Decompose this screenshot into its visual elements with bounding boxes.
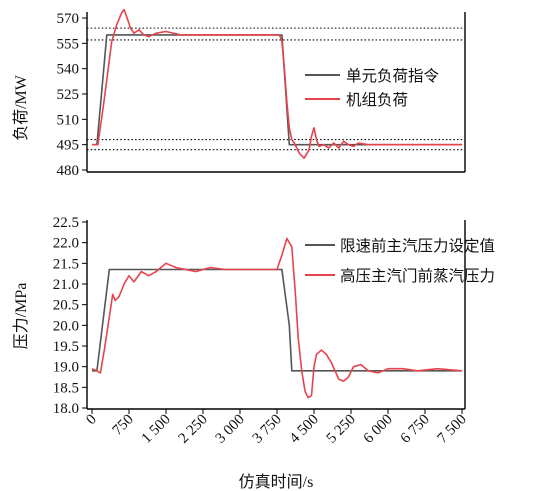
legend-label: 高压主汽门前蒸汽压力 — [340, 267, 495, 285]
x-tick-label: 1 500 — [139, 412, 174, 447]
y-axis-title: 压力/MPa — [12, 283, 30, 350]
x-tick-label: 4 500 — [287, 412, 322, 447]
y-tick-label: 21.5 — [53, 256, 79, 272]
y-tick-label: 18.0 — [53, 401, 79, 417]
x-tick-label: 3 750 — [250, 412, 285, 447]
x-tick-label: 750 — [110, 412, 137, 439]
y-axis-title: 负荷/MW — [12, 74, 30, 141]
x-tick-label: 5 250 — [324, 412, 359, 447]
legend-label: 限速前主汽压力设定值 — [340, 237, 495, 255]
y-axis-ticks: 480 495 510 525 540 555 570 — [57, 11, 87, 179]
legend-label: 机组负荷 — [346, 91, 408, 109]
series-line — [92, 268, 462, 372]
y-tick-label: 22.0 — [53, 236, 79, 252]
y-tick-label: 570 — [57, 11, 80, 27]
x-axis-title: 仿真时间/s — [239, 473, 314, 491]
y-tick-label: 540 — [57, 62, 80, 78]
pressure-chart: 18.0 18.5 19.0 19.5 20.0 20.5 21.0 21.5 22.0 22.5… — [12, 215, 495, 491]
y-tick-label: 19.0 — [53, 360, 79, 376]
x-tick-label: 7 500 — [435, 412, 470, 447]
x-tick-label: 3 000 — [213, 412, 248, 447]
legend-label: 单元负荷指令 — [346, 67, 440, 85]
y-tick-label: 19.5 — [53, 339, 79, 355]
series-group — [91, 237, 463, 399]
y-tick-label: 495 — [57, 138, 80, 154]
x-tick-label: 6 750 — [398, 412, 433, 447]
series-line — [92, 8, 462, 159]
x-tick-label: 2 250 — [176, 412, 211, 447]
series-line — [92, 34, 462, 146]
y-tick-label: 21.0 — [53, 277, 79, 293]
y-tick-label: 555 — [57, 36, 80, 52]
y-tick-label: 18.5 — [53, 380, 79, 396]
x-tick-label: 6 000 — [361, 412, 396, 447]
y-tick-label: 20.5 — [53, 298, 79, 314]
y-tick-label: 510 — [57, 112, 80, 128]
series-line — [91, 237, 463, 399]
y-tick-label: 480 — [57, 163, 80, 179]
y-tick-label: 22.5 — [53, 215, 79, 231]
x-tick-label: 0 — [83, 412, 100, 429]
reference-lines — [87, 27, 465, 151]
y-tick-label: 525 — [57, 87, 80, 103]
y-axis-ticks: 18.0 18.5 19.0 19.5 20.0 20.5 21.0 21.5 22.0 22.5 — [53, 215, 87, 417]
x-axis-ticks: 0 750 1 500 2 250 3 000 3 750 4 500 5 250 6 000 6… — [83, 409, 470, 447]
series-group — [92, 8, 462, 159]
y-tick-label: 20.0 — [53, 318, 79, 334]
